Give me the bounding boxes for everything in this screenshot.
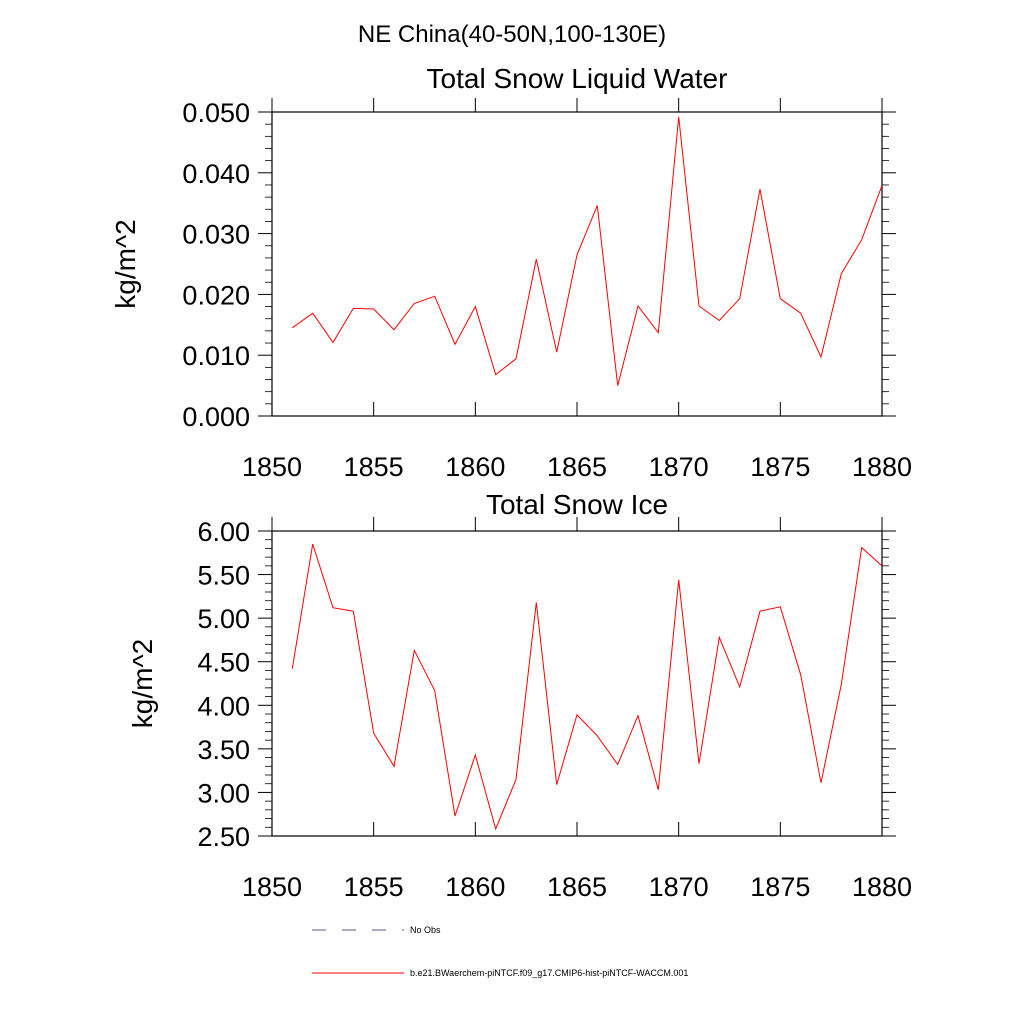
x-tick-label: 1850 bbox=[242, 872, 302, 902]
series-line bbox=[291, 543, 883, 831]
y-tick-label: 0.050 bbox=[182, 98, 250, 128]
x-tick-label: 1855 bbox=[344, 872, 404, 902]
legend-item: No Obs bbox=[312, 925, 441, 935]
legend-item: b.e21.BWaerchem-piNTCF.f09_g17.CMIP6-his… bbox=[312, 968, 688, 978]
y-tick-label: 4.50 bbox=[197, 648, 250, 678]
x-tick-label: 1880 bbox=[852, 452, 912, 482]
x-tick-label: 1870 bbox=[649, 872, 709, 902]
y-tick-label: 4.00 bbox=[197, 691, 250, 721]
chart-panel-2: Total Snow Ice kg/m^2 1850 1855 1860 1865 1870… bbox=[127, 489, 912, 902]
chart-title: Total Snow Ice bbox=[486, 489, 668, 520]
y-tick-label: 0.020 bbox=[182, 280, 250, 310]
y-axis-label: kg/m^2 bbox=[127, 639, 158, 728]
x-tick-label: 1860 bbox=[445, 452, 505, 482]
x-tick-label: 1875 bbox=[750, 452, 810, 482]
y-tick-label: 0.000 bbox=[182, 402, 250, 432]
x-tick-label: 1880 bbox=[852, 872, 912, 902]
y-tick-label: 5.50 bbox=[197, 561, 250, 591]
chart-title: Total Snow Liquid Water bbox=[427, 63, 728, 94]
y-tick-label: 5.00 bbox=[197, 604, 250, 634]
y-axis-label: kg/m^2 bbox=[110, 219, 141, 308]
x-tick-label: 1870 bbox=[649, 452, 709, 482]
series-line bbox=[292, 116, 883, 386]
y-tick-label: 3.50 bbox=[197, 735, 250, 765]
y-tick-label: 0.040 bbox=[182, 159, 250, 189]
x-tick-label: 1865 bbox=[547, 872, 607, 902]
y-tick-label: 0.010 bbox=[182, 341, 250, 371]
legend-label: b.e21.BWaerchem-piNTCF.f09_g17.CMIP6-his… bbox=[410, 968, 688, 978]
x-tick-label: 1865 bbox=[547, 452, 607, 482]
x-tick-label: 1855 bbox=[344, 452, 404, 482]
plot-frame bbox=[271, 530, 883, 837]
chart-panel-1: Total Snow Liquid Water kg/m^2 1850 1855 186… bbox=[110, 63, 912, 482]
legend: No Obs b.e21.BWaerchem-piNTCF.f09_g17.CMI… bbox=[312, 925, 688, 978]
x-tick-label: 1875 bbox=[750, 872, 810, 902]
plots-group: Total Snow Liquid Water kg/m^2 1850 1855 186… bbox=[110, 63, 912, 902]
y-tick-label: 6.00 bbox=[197, 517, 250, 547]
y-tick-label: 0.030 bbox=[182, 220, 250, 250]
legend-label: No Obs bbox=[410, 925, 441, 935]
plot-frame bbox=[271, 111, 883, 417]
x-tick-label: 1860 bbox=[445, 872, 505, 902]
region-title: NE China(40-50N,100-130E) bbox=[358, 21, 666, 48]
y-tick-label: 2.50 bbox=[197, 822, 250, 852]
x-tick-label: 1850 bbox=[242, 452, 302, 482]
y-tick-label: 3.00 bbox=[197, 778, 250, 808]
